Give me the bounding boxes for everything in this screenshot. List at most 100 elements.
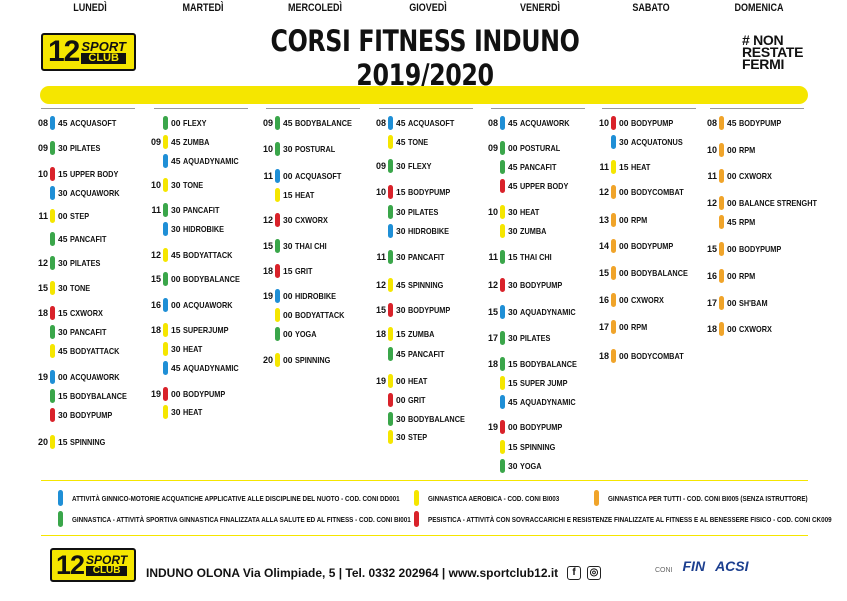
class-minutes: 00 [619,187,629,197]
class-entry: 10 30 HEAT [487,205,595,219]
class-entry: 30 STEP [375,430,483,444]
class-entry: 18 15 SUPERJUMP [150,323,258,337]
class-minutes: 00 [727,198,737,208]
footer-logo: 12 SPORT CLUB [50,548,136,582]
class-minutes: 30 [508,280,518,290]
class-entry: 18 15 CXWORX [37,306,145,320]
class-entry: 11 30 PANCAFIT [375,250,483,264]
class-name: HEAT [520,207,540,217]
class-name: PILATES [70,143,101,153]
class-minutes: 45 [171,363,181,373]
class-minutes: 30 [508,461,518,471]
category-color-bar [50,116,55,130]
legend-text: PESISTICA - ATTIVITÀ CON SOVRACCARICHI E… [428,515,832,524]
class-name: SPINNING [520,442,556,452]
category-color-bar [50,306,55,320]
class-minutes: 00 [58,372,68,382]
class-name: BODYPUMP [631,241,674,251]
class-name: BODYPUMP [70,410,113,420]
class-hour: 08 [375,118,386,128]
class-name: THAI CHI [520,252,552,262]
class-entry: 17 00 SH'BAM [706,296,814,310]
class-hour: 08 [487,118,498,128]
class-entry: 19 00 HIDROBIKE [262,289,370,303]
category-color-bar [611,320,616,334]
class-name: SUPERJUMP [183,325,229,335]
class-name: PANCAFIT [408,349,445,359]
class-name: HEAT [408,376,428,386]
class-entry: 20 15 SPINNING [37,435,145,449]
class-name: RPM [631,322,648,332]
category-color-bar [163,116,168,130]
category-color-bar [275,142,280,156]
category-color-bar [388,205,393,219]
class-hour: 18 [598,351,609,361]
class-minutes: 30 [396,432,406,442]
class-minutes: 15 [508,378,518,388]
class-hour: 14 [598,241,609,251]
class-hour: 16 [706,271,717,281]
class-minutes: 00 [619,118,629,128]
class-name: SUPER JUMP [520,378,568,388]
category-color-bar [163,272,168,286]
category-color-bar [500,179,505,193]
class-name: BODYPUMP [408,305,451,315]
facebook-icon[interactable]: f [567,566,581,580]
class-minutes: 30 [58,283,68,293]
class-hour: 15 [598,268,609,278]
class-entry: 10 30 TONE [150,178,258,192]
class-minutes: 15 [396,187,406,197]
class-name: YOGA [295,329,317,339]
class-hour: 11 [38,211,48,221]
category-color-bar [163,154,168,168]
class-name: CXWORX [739,171,772,181]
category-color-bar [50,344,55,358]
class-entry: 16 00 CXWORX [598,293,706,307]
day-header-3: MERCOLEDÌ [287,2,343,14]
class-name: RPM [739,271,756,281]
class-hour: 08 [706,118,717,128]
class-entry: 10 30 POSTURAL [262,142,370,156]
class-minutes: 00 [619,241,629,251]
class-hour: 15 [37,283,48,293]
category-color-bar [719,143,724,157]
class-name: BODYBALANCE [183,274,240,284]
class-hour: 17 [598,322,609,332]
class-entry: 10 00 RPM [706,143,814,157]
class-minutes: 00 [727,271,737,281]
category-color-bar [275,239,280,253]
class-minutes: 45 [727,118,737,128]
category-color-bar [388,347,393,361]
category-color-bar [500,459,505,473]
class-hour: 09 [150,137,161,147]
instagram-icon[interactable]: ◎ [587,566,601,580]
class-entry: 45 TONE [375,135,483,149]
class-hour: 09 [375,161,386,171]
class-name: BODYBALANCE [70,391,127,401]
class-entry: 15 SPINNING [487,440,595,454]
class-minutes: 45 [508,118,518,128]
class-minutes: 45 [396,118,406,128]
class-hour: 08 [37,118,48,128]
category-color-bar [611,185,616,199]
class-hour: 18 [487,359,498,369]
class-entry: 19 00 HEAT [375,374,483,388]
class-name: BALANCE STRENGHT [739,198,817,208]
class-name: HEAT [183,407,203,417]
category-color-bar [500,395,505,409]
class-name: BODYCOMBAT [631,187,684,197]
class-hour: 18 [375,329,386,339]
category-color-bar [719,116,724,130]
class-entry: 18 15 ZUMBA [375,327,483,341]
class-minutes: 30 [396,414,406,424]
class-minutes: 00 [171,274,181,284]
class-entry: 18 15 GRIT [262,264,370,278]
class-hour: 15 [262,241,273,251]
class-name: ZUMBA [520,226,547,236]
class-minutes: 45 [171,156,181,166]
category-color-bar [719,269,724,283]
class-hour: 10 [150,180,161,190]
category-color-bar [50,325,55,339]
class-minutes: 30 [619,137,629,147]
class-entry: 10 15 BODYPUMP [375,185,483,199]
